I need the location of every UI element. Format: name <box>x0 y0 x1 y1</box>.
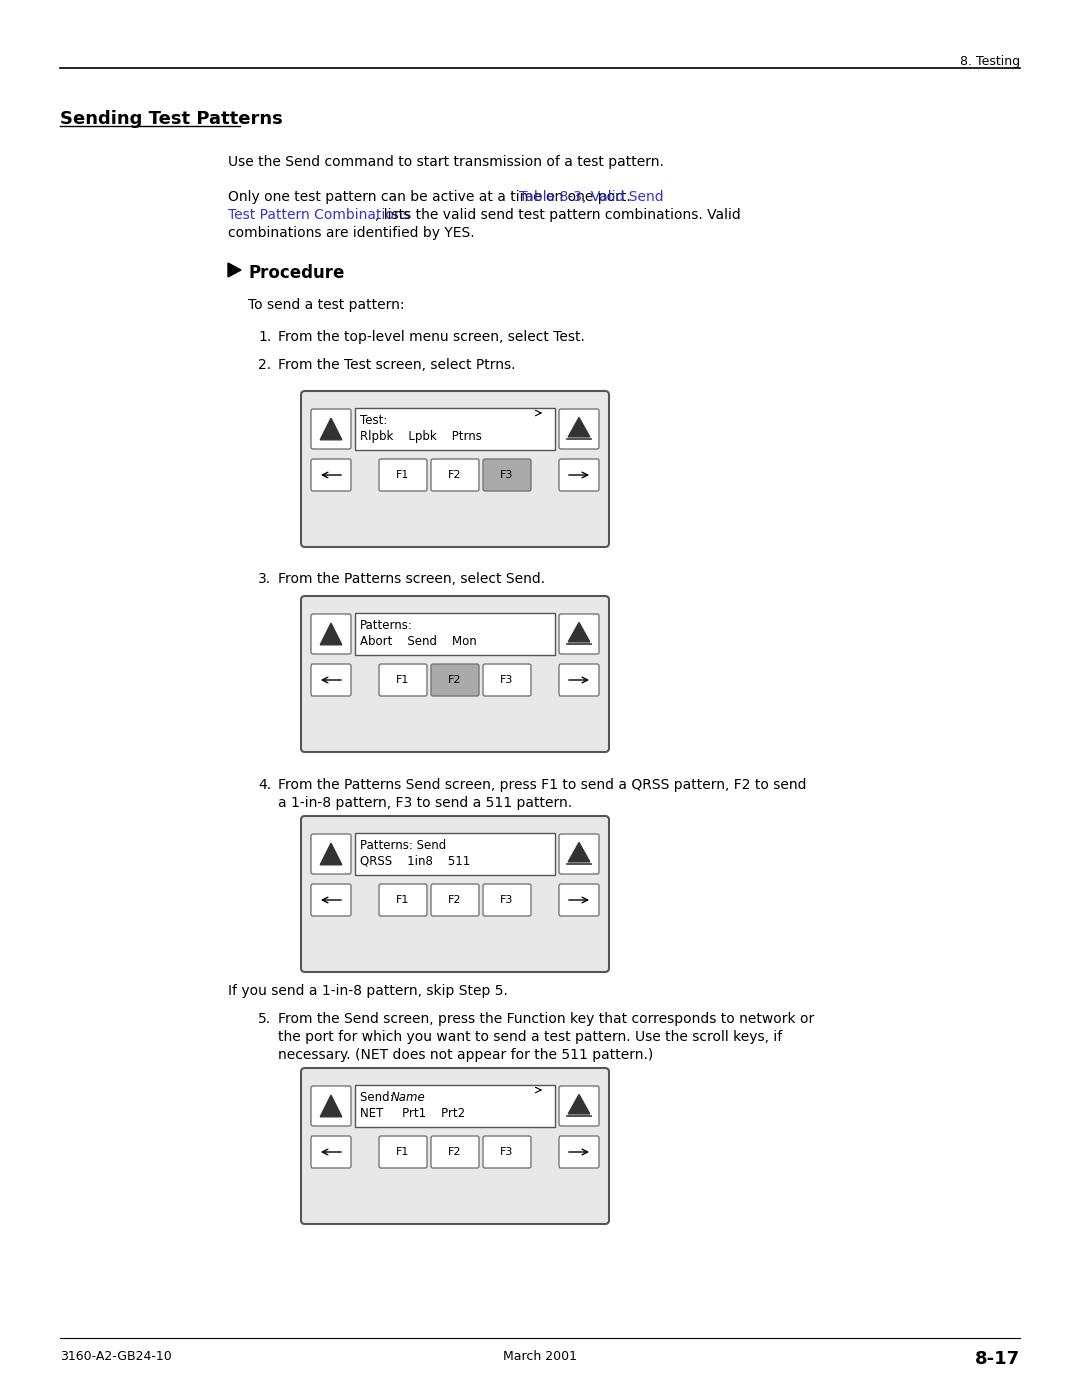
FancyBboxPatch shape <box>311 460 351 490</box>
Text: , lists the valid send test pattern combinations. Valid: , lists the valid send test pattern comb… <box>375 208 741 222</box>
Polygon shape <box>320 844 341 865</box>
FancyBboxPatch shape <box>559 615 599 654</box>
FancyBboxPatch shape <box>311 409 351 448</box>
Text: 5.: 5. <box>258 1011 271 1025</box>
FancyBboxPatch shape <box>311 664 351 696</box>
FancyBboxPatch shape <box>301 391 609 548</box>
FancyBboxPatch shape <box>559 409 599 448</box>
Text: QRSS    1in8    511: QRSS 1in8 511 <box>360 855 470 868</box>
FancyBboxPatch shape <box>483 884 531 916</box>
Text: F1: F1 <box>396 1147 409 1157</box>
Text: From the top-level menu screen, select Test.: From the top-level menu screen, select T… <box>278 330 585 344</box>
Text: F2: F2 <box>448 675 462 685</box>
FancyBboxPatch shape <box>311 1085 351 1126</box>
FancyBboxPatch shape <box>311 1136 351 1168</box>
Text: Send:: Send: <box>360 1091 397 1104</box>
FancyBboxPatch shape <box>431 460 480 490</box>
Text: F3: F3 <box>500 469 514 481</box>
Text: From the Patterns Send screen, press F1 to send a QRSS pattern, F2 to send: From the Patterns Send screen, press F1 … <box>278 778 807 792</box>
FancyBboxPatch shape <box>301 816 609 972</box>
FancyBboxPatch shape <box>311 615 351 654</box>
Text: a 1-in-8 pattern, F3 to send a 511 pattern.: a 1-in-8 pattern, F3 to send a 511 patte… <box>278 796 572 810</box>
Text: Use the Send command to start transmission of a test pattern.: Use the Send command to start transmissi… <box>228 155 664 169</box>
FancyBboxPatch shape <box>431 1136 480 1168</box>
FancyBboxPatch shape <box>559 460 599 490</box>
Text: F2: F2 <box>448 1147 462 1157</box>
Text: necessary. (NET does not appear for the 511 pattern.): necessary. (NET does not appear for the … <box>278 1048 653 1062</box>
Text: F2: F2 <box>448 895 462 905</box>
FancyBboxPatch shape <box>379 460 427 490</box>
Text: 3160-A2-GB24-10: 3160-A2-GB24-10 <box>60 1350 172 1363</box>
FancyBboxPatch shape <box>355 1085 555 1127</box>
Text: Table 8-3, Valid Send: Table 8-3, Valid Send <box>519 190 663 204</box>
Text: F1: F1 <box>396 469 409 481</box>
Text: F2: F2 <box>448 469 462 481</box>
FancyBboxPatch shape <box>355 613 555 655</box>
Text: If you send a 1-in-8 pattern, skip Step 5.: If you send a 1-in-8 pattern, skip Step … <box>228 983 508 997</box>
FancyBboxPatch shape <box>355 408 555 450</box>
Polygon shape <box>320 418 341 440</box>
FancyBboxPatch shape <box>559 884 599 916</box>
Polygon shape <box>320 1095 341 1116</box>
Text: Patterns:: Patterns: <box>360 619 413 631</box>
Text: 8. Testing: 8. Testing <box>960 54 1020 68</box>
Text: F3: F3 <box>500 895 514 905</box>
Text: Procedure: Procedure <box>248 264 345 282</box>
Text: From the Test screen, select Ptrns.: From the Test screen, select Ptrns. <box>278 358 515 372</box>
Polygon shape <box>568 623 590 641</box>
FancyBboxPatch shape <box>355 833 555 875</box>
Text: combinations are identified by YES.: combinations are identified by YES. <box>228 226 474 240</box>
Text: March 2001: March 2001 <box>503 1350 577 1363</box>
Text: F1: F1 <box>396 675 409 685</box>
Text: the port for which you want to send a test pattern. Use the scroll keys, if: the port for which you want to send a te… <box>278 1030 782 1044</box>
Polygon shape <box>320 623 341 645</box>
Text: NET     Prt1    Prt2: NET Prt1 Prt2 <box>360 1106 465 1120</box>
Text: F3: F3 <box>500 675 514 685</box>
FancyBboxPatch shape <box>379 664 427 696</box>
Text: To send a test pattern:: To send a test pattern: <box>248 298 405 312</box>
Text: Patterns: Send: Patterns: Send <box>360 840 446 852</box>
Text: From the Send screen, press the Function key that corresponds to network or: From the Send screen, press the Function… <box>278 1011 814 1025</box>
FancyBboxPatch shape <box>559 1136 599 1168</box>
FancyBboxPatch shape <box>483 460 531 490</box>
FancyBboxPatch shape <box>311 884 351 916</box>
Text: 2.: 2. <box>258 358 271 372</box>
Text: Test Pattern Combinations: Test Pattern Combinations <box>228 208 409 222</box>
Text: F3: F3 <box>500 1147 514 1157</box>
Text: F1: F1 <box>396 895 409 905</box>
FancyBboxPatch shape <box>559 1085 599 1126</box>
FancyBboxPatch shape <box>483 664 531 696</box>
FancyBboxPatch shape <box>301 1067 609 1224</box>
Text: Name: Name <box>391 1091 426 1104</box>
FancyBboxPatch shape <box>431 884 480 916</box>
FancyBboxPatch shape <box>311 834 351 875</box>
FancyBboxPatch shape <box>559 834 599 875</box>
Text: From the Patterns screen, select Send.: From the Patterns screen, select Send. <box>278 571 545 585</box>
Text: Test:: Test: <box>360 414 388 427</box>
Polygon shape <box>568 842 590 862</box>
Text: Abort    Send    Mon: Abort Send Mon <box>360 636 476 648</box>
Polygon shape <box>228 263 241 277</box>
Text: 1.: 1. <box>258 330 271 344</box>
Text: Sending Test Patterns: Sending Test Patterns <box>60 110 283 129</box>
FancyBboxPatch shape <box>379 1136 427 1168</box>
FancyBboxPatch shape <box>559 664 599 696</box>
Text: Rlpbk    Lpbk    Ptrns: Rlpbk Lpbk Ptrns <box>360 430 482 443</box>
Polygon shape <box>568 1094 590 1113</box>
Text: 3.: 3. <box>258 571 271 585</box>
FancyBboxPatch shape <box>431 664 480 696</box>
Text: 8-17: 8-17 <box>975 1350 1020 1368</box>
FancyBboxPatch shape <box>301 597 609 752</box>
Text: Only one test pattern can be active at a time on one port.: Only one test pattern can be active at a… <box>228 190 635 204</box>
FancyBboxPatch shape <box>379 884 427 916</box>
FancyBboxPatch shape <box>483 1136 531 1168</box>
Polygon shape <box>568 418 590 437</box>
Text: 4.: 4. <box>258 778 271 792</box>
